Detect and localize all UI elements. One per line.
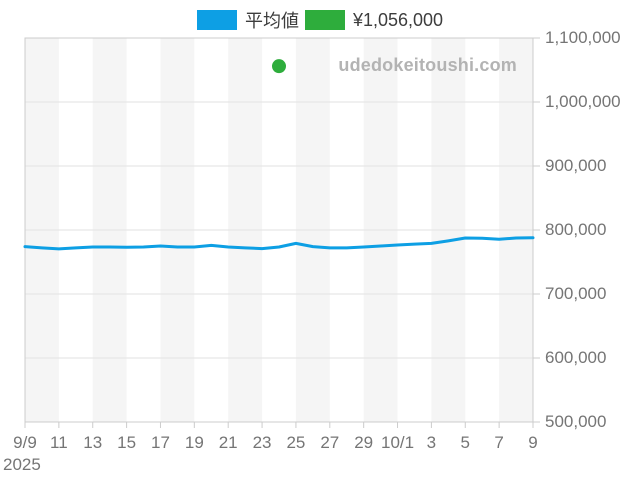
legend-label-price: ¥1,056,000 bbox=[352, 9, 444, 30]
x-axis-label: 21 bbox=[218, 433, 238, 452]
x-axis-label: 11 bbox=[50, 433, 68, 452]
chart-legend: 平均値 ¥1,056,000 bbox=[0, 7, 640, 33]
x-axis-label: 7 bbox=[494, 433, 504, 452]
x-axis-label: 19 bbox=[184, 433, 204, 452]
y-axis-label: 800,000 bbox=[545, 220, 607, 239]
legend-item-price[interactable]: ¥1,056,000 bbox=[304, 9, 444, 31]
x-axis-label: 5 bbox=[460, 433, 470, 452]
legend-swatch-average bbox=[196, 10, 237, 30]
y-axis-label: 1,000,000 bbox=[545, 92, 621, 111]
watermark: udedokeitoushi.com bbox=[338, 55, 517, 75]
x-axis-label: 10/1 bbox=[380, 433, 415, 452]
y-axis-label: 700,000 bbox=[545, 284, 607, 303]
y-axis-label: 900,000 bbox=[545, 156, 607, 175]
y-axis-label: 600,000 bbox=[545, 348, 607, 367]
x-axis-label: 27 bbox=[320, 433, 340, 452]
x-axis-label: 25 bbox=[286, 433, 306, 452]
price-point-marker bbox=[272, 59, 286, 74]
y-axis-label: 500,000 bbox=[545, 412, 607, 431]
x-axis-year-label: 2025 bbox=[3, 455, 41, 474]
x-axis-label: 17 bbox=[150, 433, 170, 452]
y-axis-label: 1,100,000 bbox=[545, 28, 621, 47]
average-price-line bbox=[23, 236, 535, 251]
x-axis-label: 9/9 bbox=[13, 433, 37, 452]
x-axis-label: 23 bbox=[252, 433, 272, 452]
x-axis-label: 29 bbox=[354, 433, 374, 452]
x-axis-label: 15 bbox=[117, 433, 137, 452]
legend-label-average: 平均値 bbox=[244, 11, 299, 31]
legend-swatch-price bbox=[304, 10, 345, 30]
x-axis-label: 13 bbox=[83, 433, 103, 452]
x-axis-label: 9 bbox=[528, 433, 538, 452]
legend-item-average[interactable]: 平均値 bbox=[196, 7, 299, 33]
x-axis-label: 3 bbox=[426, 433, 437, 452]
